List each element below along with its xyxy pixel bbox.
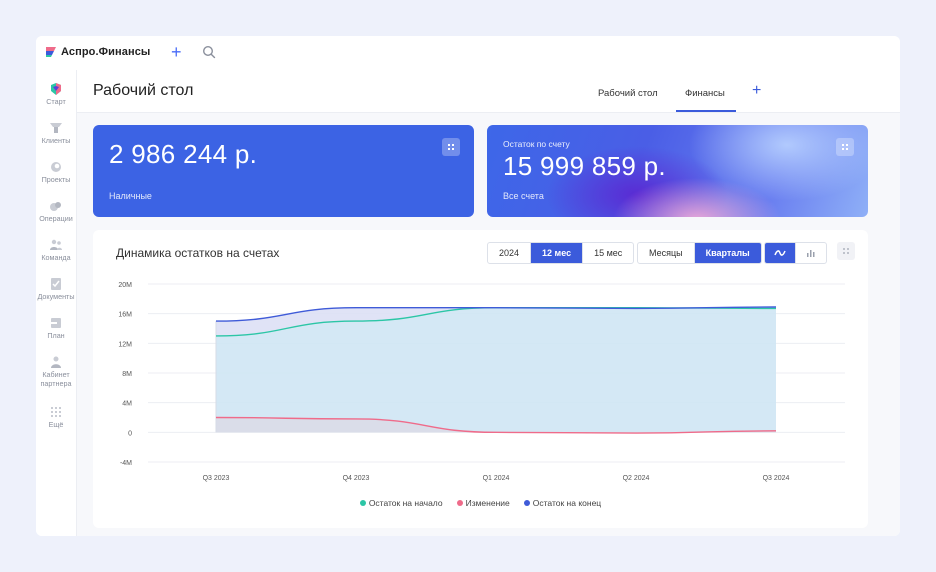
grouping-selector: Месяцы Кварталы [637,242,762,264]
sidebar-item-operations[interactable]: Операции [36,199,76,224]
operations-icon [50,202,61,211]
y-tick-label: 20M [118,282,132,289]
plan-icon [51,318,61,328]
legend-item[interactable]: Изменение [456,498,510,508]
sidebar-item-team[interactable]: Команда [36,238,76,263]
balance-chart: 20M 16M 12M 8M 4M 0 -4M Q3 2023 Q4 2023 Q1 2024 Q2… [118,282,845,482]
app-window: Аспро.Финансы + Старт Клиенты Проек [36,36,900,536]
legend-dot [523,500,530,506]
partner-icon [51,356,61,368]
balance-caption: Остаток по счету [503,139,570,149]
area-fill-change [216,417,776,434]
sidebar-item-label: Кабинет партнера [40,370,72,388]
team-icon [50,239,62,250]
brand-name: Аспро.Финансы [61,46,151,58]
line-chart-icon [774,250,786,256]
legend-dot [456,500,463,506]
line-view-button[interactable] [765,243,796,263]
view-selector [764,242,827,264]
sidebar-item-label: Команда [41,253,71,262]
series-line-change [215,416,777,434]
legend-label: Изменение [465,498,510,508]
series-line-end [215,306,777,322]
period-15m-button[interactable]: 15 мес [594,248,623,258]
cash-card: 2 986 244 р. Наличные [93,125,474,217]
y-tick-label: 4M [122,401,132,408]
cash-label: Наличные [109,191,152,201]
y-tick-label: 0 [128,430,132,437]
balance-label: Все счета [503,191,544,201]
start-icon [51,83,61,95]
sidebar-item-documents[interactable]: Документы [36,277,76,302]
documents-icon [51,278,61,290]
x-tick-label: Q3 2023 [203,475,230,482]
y-tick-label: -4M [120,460,132,467]
legend-item[interactable]: Остаток на начало [359,498,443,508]
add-tab-icon[interactable]: + [752,82,762,99]
sidebar-item-partner[interactable]: Кабинет партнера [36,355,76,388]
sidebar-item-start[interactable]: Старт [36,82,76,107]
chart-menu-icon[interactable] [837,242,855,260]
sidebar-item-clients[interactable]: Клиенты [36,121,76,146]
add-icon[interactable]: + [171,42,182,62]
period-12m-button[interactable]: 12 мес [531,243,584,263]
sidebar-item-label: Операции [39,214,73,223]
legend-label: Остаток на конец [532,498,602,508]
top-bar: Аспро.Финансы + [36,36,900,71]
y-tick-label: 8M [122,371,132,378]
legend-dot [359,500,366,506]
sidebar: Старт Клиенты Проекты Операции Кома [36,70,77,536]
x-tick-label: Q4 2023 [343,475,370,482]
page-title: Рабочий стол [93,82,194,99]
area-fill-start [216,307,776,433]
tab-desktop[interactable]: Рабочий стол [598,88,658,99]
card-menu-icon[interactable] [836,138,854,156]
projects-icon [51,162,61,172]
y-tick-label: 16M [118,312,132,319]
balance-amount: 15 999 859 р. [503,151,666,181]
sidebar-item-label: Проекты [41,175,71,184]
more-icon [51,407,61,417]
active-tab-indicator [676,110,736,112]
legend-item[interactable]: Остаток на конец [523,498,602,508]
sidebar-item-label: Старт [46,97,66,106]
chart-panel: Динамика остатков на счетах 2024 12 мес … [93,230,868,528]
legend-label: Остаток на начало [368,498,443,508]
main-content: Рабочий стол Рабочий стол Финансы + 2 98… [77,70,900,536]
period-selector: 2024 12 мес 15 мес [487,242,635,264]
sidebar-item-label: Ещё [48,420,64,429]
logo-icon [46,47,56,57]
group-quarters-button[interactable]: Кварталы [694,243,761,263]
x-tick-label: Q3 2024 [763,475,790,482]
y-tick-label: 12M [118,341,132,348]
page-header: Рабочий стол Рабочий стол Финансы + [77,70,900,113]
group-months-button[interactable]: Месяцы [638,243,695,263]
cash-amount: 2 986 244 р. [109,139,258,169]
bar-view-button[interactable] [796,243,826,263]
chart-title: Динамика остатков на счетах [116,246,280,260]
sidebar-item-label: Документы [37,292,75,301]
period-2024-button[interactable]: 2024 [488,243,532,263]
sidebar-item-plan[interactable]: План [36,316,76,341]
sidebar-item-more[interactable]: Ещё [36,405,76,430]
clients-icon [50,123,62,133]
card-menu-icon[interactable] [442,138,460,156]
search-icon[interactable] [202,45,216,59]
sidebar-item-label: Клиенты [41,136,71,145]
bar-chart-icon [807,250,815,257]
sidebar-item-label: План [47,331,65,340]
balance-card: Остаток по счету 15 999 859 р. Все счета [487,125,868,217]
area-fill-end [216,306,776,336]
x-tick-label: Q2 2024 [623,475,650,482]
sidebar-item-projects[interactable]: Проекты [36,160,76,185]
x-tick-label: Q1 2024 [483,475,510,482]
chart-legend: Остаток на начало Изменение Остаток на кон… [93,498,868,508]
tab-finance[interactable]: Финансы [685,88,725,99]
